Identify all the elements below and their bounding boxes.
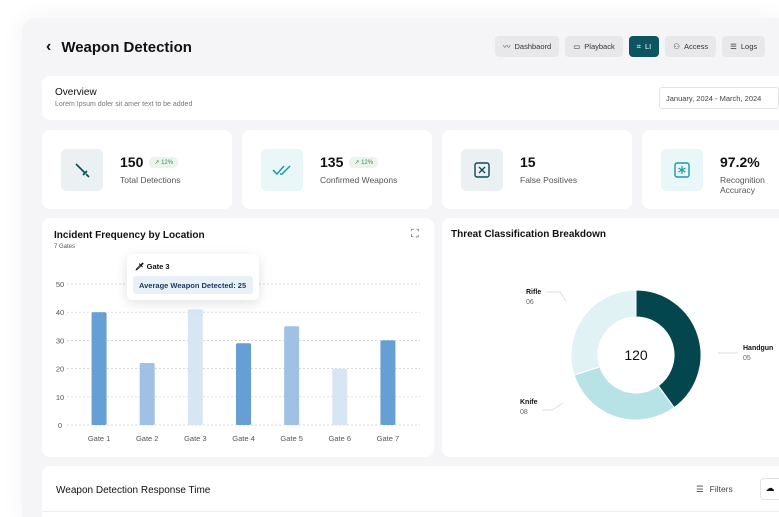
chart-subtitle: 7 Gates: [54, 244, 76, 250]
stat-value: 150: [120, 154, 144, 170]
trend-badge: ↗ 12%: [149, 156, 179, 168]
donut-total: 120: [624, 347, 648, 363]
y-tick-label: 50: [56, 280, 64, 289]
nav-li[interactable]: ⌗ LI: [628, 36, 660, 57]
overview-title: Overview: [55, 87, 97, 98]
x-tick-label: Gate 1: [88, 434, 111, 443]
slice-label: Rifle: [526, 289, 541, 296]
stat-card-accuracy: 97.2% Recognition Accuracy: [642, 130, 779, 209]
section-title: Weapon Detection Response Time: [56, 485, 211, 496]
sword-icon: 🗡: [135, 262, 145, 271]
expand-icon[interactable]: ⛶: [411, 228, 419, 240]
badge-text: 12%: [161, 159, 174, 166]
page-title: Weapon Detection: [61, 38, 192, 56]
x-tick-label: Gate 2: [136, 434, 159, 443]
stat-label: False Positives: [520, 175, 578, 185]
stat-label: Recognition Accuracy: [720, 175, 765, 195]
filters-label: Filters: [709, 484, 733, 494]
stat-card-total: 150 ↗ 12% Total Detections: [42, 130, 232, 209]
leader-line: [542, 402, 564, 411]
donut-chart-card: Threat Classification Breakdown: [442, 218, 779, 457]
scan-icon: ⌗: [636, 41, 641, 51]
bar-gate-3: [187, 309, 203, 425]
tooltip-title: Gate 3: [146, 262, 170, 271]
chart-title: Threat Classification Breakdown: [451, 229, 607, 240]
y-tick-label: 20: [56, 365, 64, 374]
y-tick-label: 10: [56, 393, 64, 402]
nav-label: Dashbaord: [514, 42, 552, 51]
nav-logs[interactable]: ☰ Logs: [722, 36, 766, 57]
slice-label: Knife: [520, 399, 538, 406]
stat-value: 15: [520, 154, 536, 170]
nav-playback[interactable]: ▭ Playback: [565, 36, 623, 57]
nav-label: LI: [644, 42, 652, 51]
back-icon[interactable]: ‹: [46, 38, 52, 55]
slice-value: 05: [743, 355, 751, 362]
bar-gate-2: [139, 362, 155, 425]
slice-value: 08: [520, 409, 528, 416]
date-range-picker[interactable]: January, 2024 - March, 2024: [659, 87, 779, 109]
bar-gate-6: [332, 368, 348, 425]
tooltip-text: Average Weapon Detected: 25: [133, 276, 253, 294]
trend-badge: ↗ 12%: [349, 156, 379, 168]
donut-slice-knife: [573, 366, 675, 421]
nav-access[interactable]: ⚇ Access: [665, 36, 717, 57]
y-tick-label: 40: [56, 308, 64, 317]
nav-dashboard[interactable]: 〰 Dashbaord: [495, 36, 560, 57]
x-box-icon: [461, 149, 503, 191]
x-tick-label: Gate 6: [329, 434, 352, 443]
trend-icon: 〰: [503, 42, 511, 51]
overview-card: Overview Lorem Ipsum doler sit amer text…: [42, 76, 779, 120]
x-tick-label: Gate 3: [184, 434, 207, 443]
bar-gate-4: [236, 343, 251, 425]
bar-gate-1: [91, 312, 107, 425]
donut-slice-rifle: [570, 289, 637, 376]
users-icon: ⚇: [673, 42, 680, 51]
x-tick-label: Gate 7: [377, 434, 400, 443]
nav-label: Access: [683, 42, 709, 51]
bar-gate-7: [380, 340, 396, 425]
chart-title: Incident Frequency by Location: [54, 230, 205, 241]
top-nav: 〰 Dashbaord ▭ Playback ⌗ LI ⚇ Access ☰ Logs: [495, 36, 766, 57]
overview-subtitle: Lorem Ipsum doler sit amer text to be ad…: [55, 101, 193, 108]
badge-text: 12%: [361, 159, 374, 166]
stat-card-false-positives: 15 False Positives: [442, 130, 632, 209]
monitor-icon: ▭: [573, 42, 581, 51]
leader-line: [547, 291, 567, 302]
slice-label: Handgun: [743, 345, 773, 352]
stat-value: 97.2%: [720, 154, 760, 170]
asterisk-box-icon: [661, 149, 703, 191]
donut-slice-handgun: [635, 289, 702, 409]
stat-label: Confirmed Weapons: [320, 175, 398, 185]
y-tick-label: 0: [58, 421, 62, 430]
stat-card-confirmed: 135 ↗ 12% Confirmed Weapons: [242, 130, 432, 209]
stat-label: Total Detections: [120, 175, 181, 185]
chart-tooltip: 🗡 Gate 3 Average Weapon Detected: 25: [127, 254, 259, 300]
sword-icon: [61, 149, 103, 191]
response-time-card: Weapon Detection Response Time ☰ Filters …: [42, 466, 779, 517]
cloud-download-icon: ☁: [765, 483, 775, 493]
stat-value: 135: [320, 154, 344, 170]
divider: [42, 511, 779, 512]
list-icon: ☰: [730, 42, 737, 51]
download-button[interactable]: ☁: [760, 478, 779, 500]
bar-gate-5: [284, 326, 300, 425]
page-header: ‹ Weapon Detection: [46, 38, 192, 56]
double-check-icon: [261, 149, 303, 191]
filter-icon: ☰: [696, 484, 704, 494]
y-tick-label: 30: [56, 336, 64, 345]
x-tick-label: Gate 5: [280, 434, 303, 443]
filters-button[interactable]: ☰ Filters: [696, 484, 733, 495]
slice-value: 06: [526, 299, 534, 306]
nav-label: Playback: [584, 42, 615, 51]
x-tick-label: Gate 4: [232, 434, 255, 443]
nav-label: Logs: [740, 42, 758, 51]
